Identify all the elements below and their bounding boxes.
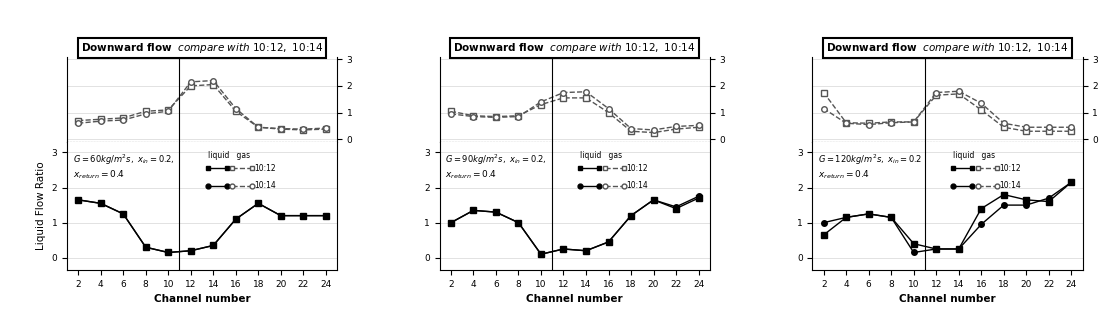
- Text: 10:14: 10:14: [626, 181, 648, 190]
- Text: $G=60kg/m^2s,\ x_{in}=0.2,$: $G=60kg/m^2s,\ x_{in}=0.2,$: [73, 153, 174, 167]
- Title: $\bf{Downward\ flow}$$\it{\ \ compare\ with\ 10\!:\!12,\ 10\!:\!14}$: $\bf{Downward\ flow}$$\it{\ \ compare\ w…: [453, 41, 696, 55]
- Text: $x_{return}=0.4$: $x_{return}=0.4$: [818, 168, 870, 181]
- Text: 10:12: 10:12: [626, 164, 648, 173]
- X-axis label: Channel number: Channel number: [527, 294, 623, 304]
- Y-axis label: Liquid Flow Ratio: Liquid Flow Ratio: [36, 162, 46, 250]
- Title: $\bf{Downward\ flow}$$\it{\ \ compare\ with\ 10\!:\!12,\ 10\!:\!14}$: $\bf{Downward\ flow}$$\it{\ \ compare\ w…: [826, 41, 1069, 55]
- Text: 10:14: 10:14: [999, 181, 1021, 190]
- X-axis label: Channel number: Channel number: [899, 294, 995, 304]
- Title: $\bf{Downward\ flow}$$\it{\ \ compare\ with\ 10\!:\!12,\ 10\!:\!14}$: $\bf{Downward\ flow}$$\it{\ \ compare\ w…: [80, 41, 324, 55]
- Text: $x_{return}=0.4$: $x_{return}=0.4$: [445, 168, 498, 181]
- Text: liquid   gas: liquid gas: [953, 151, 995, 160]
- Text: liquid   gas: liquid gas: [208, 151, 250, 160]
- Text: 10:12: 10:12: [253, 164, 276, 173]
- Text: $x_{return}=0.4$: $x_{return}=0.4$: [73, 168, 125, 181]
- Text: 10:14: 10:14: [253, 181, 276, 190]
- Text: liquid   gas: liquid gas: [580, 151, 623, 160]
- X-axis label: Channel number: Channel number: [154, 294, 250, 304]
- Text: $G=120kg/m^2s,\ x_{in}=0.2$: $G=120kg/m^2s,\ x_{in}=0.2$: [818, 153, 923, 167]
- Text: $G=90kg/m^2s,\ x_{in}=0.2,$: $G=90kg/m^2s,\ x_{in}=0.2,$: [445, 153, 547, 167]
- Text: 10:12: 10:12: [999, 164, 1021, 173]
